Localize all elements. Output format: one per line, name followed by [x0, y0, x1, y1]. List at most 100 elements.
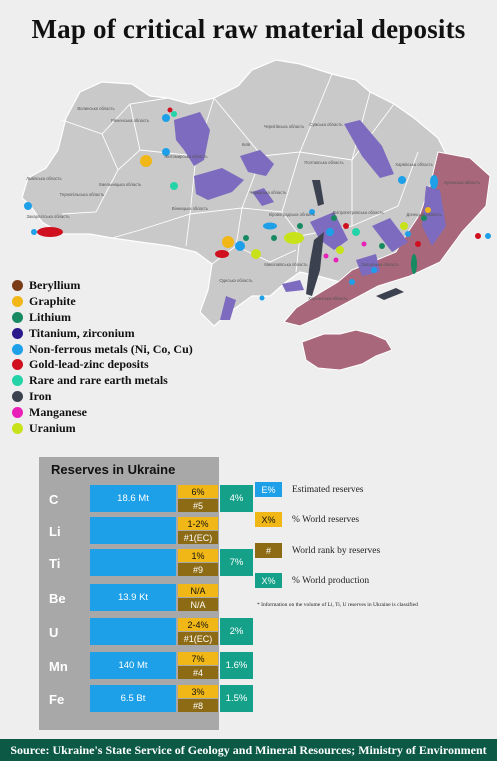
legend-item: Uranium	[12, 420, 193, 436]
oblast-label: Харківська область	[395, 162, 433, 167]
estimated-reserves: 13.9 Kt	[90, 584, 176, 611]
oblast-label: Херсонська область	[308, 296, 348, 301]
world-production-share: 1.5%	[220, 685, 253, 712]
oblast-label: Одеська область	[219, 278, 253, 283]
reserves-row-fe: Fe 6.5 Bt 3% #8 1.5%	[39, 683, 253, 719]
world-rank: N/A	[178, 598, 218, 611]
element-symbol: Li	[49, 524, 61, 539]
oblast-label: Полтавська область	[304, 160, 344, 165]
legend-swatch	[12, 406, 23, 418]
legend-swatch	[12, 280, 23, 292]
map-title: Map of critical raw material deposits	[31, 14, 466, 44]
estimated-reserves	[90, 517, 176, 544]
legend-label: Iron	[29, 388, 52, 403]
legend-item: Gold-lead-zinc deposits	[12, 357, 193, 373]
key-label: World rank by reserves	[292, 545, 381, 556]
oblast-label: Кіровоградська область	[269, 212, 316, 217]
reserves-panel: Reserves in Ukraine C 18.6 Mt 6% #5 4% L…	[39, 457, 253, 730]
legend-item: Lithium	[12, 310, 193, 326]
reserves-row-ti: Ti 1% #9 7%	[39, 547, 253, 583]
world-rank: #1(EC)	[178, 632, 218, 645]
world-production-share: 7%	[220, 549, 253, 576]
oblast-label: Чернігівська область	[264, 124, 305, 129]
legend-swatch	[12, 375, 23, 387]
world-rank: #5	[178, 499, 218, 512]
estimated-reserves: 18.6 Mt	[90, 485, 176, 512]
deposit-markers	[24, 107, 491, 301]
key-world-reserves: X% % World reserves	[255, 512, 359, 527]
reserves-row-be: Be 13.9 Kt N/A N/A	[39, 582, 219, 618]
legend-swatch	[12, 311, 23, 323]
element-symbol: Mn	[49, 659, 68, 674]
reserves-row-li: Li 1-2% #1(EC)	[39, 515, 219, 551]
element-symbol: U	[49, 625, 59, 640]
world-production-share: 1.6%	[220, 652, 253, 679]
estimated-reserves: 140 Mt	[90, 652, 176, 679]
key-swatch: E%	[255, 482, 282, 497]
element-symbol: Fe	[49, 692, 65, 707]
legend-label: Gold-lead-zinc deposits	[29, 357, 149, 372]
oblast-label: Львівська область	[26, 176, 62, 181]
legend-swatch	[12, 327, 23, 339]
world-reserves-share: 3%	[178, 685, 218, 698]
oblast-labels: Волинська область Рівненська область Жит…	[26, 106, 481, 301]
world-reserves-share: N/A	[178, 584, 218, 597]
legend-item: Manganese	[12, 404, 193, 420]
reserves-title: Reserves in Ukraine	[51, 462, 176, 477]
legend-item: Graphite	[12, 294, 193, 310]
legend-item: Iron	[12, 389, 193, 405]
oblast-label: Сумська область	[309, 122, 343, 127]
legend-item: Non-ferrous metals (Ni, Co, Cu)	[12, 341, 193, 357]
key-estimated: E% Estimated reserves	[255, 482, 364, 497]
legend-label: Titanium, zirconium	[29, 325, 135, 340]
reserves-row-mn: Mn 140 Mt 7% #4 1.6%	[39, 650, 253, 686]
world-reserves-share: 2-4%	[178, 618, 218, 631]
key-label: % World production	[292, 575, 370, 586]
key-world-production: X% % World production	[255, 573, 369, 588]
element-symbol: Be	[49, 591, 66, 606]
key-swatch: X%	[255, 512, 282, 527]
world-reserves-share: 7%	[178, 652, 218, 665]
legend-label: Lithium	[29, 309, 72, 324]
estimated-reserves: 6.5 Bt	[90, 685, 176, 712]
legend-label: Rare and rare earth metals	[29, 373, 168, 388]
oblast-label: Вінницька область	[172, 206, 209, 211]
reserves-row-c: C 18.6 Mt 6% #5 4%	[39, 483, 253, 519]
legend-swatch	[12, 296, 23, 308]
oblast-label: Луганська область	[444, 180, 481, 185]
oblast-label: Дніпропетровська область	[332, 210, 384, 215]
oblast-label: Черкаська область	[250, 190, 288, 195]
key-label: % World reserves	[292, 514, 360, 525]
world-reserves-share: 6%	[178, 485, 218, 498]
legend-swatch	[12, 422, 23, 434]
oblast-label: Запорізька область	[361, 262, 400, 267]
world-reserves-share: 1%	[178, 549, 218, 562]
legend-label: Beryllium	[29, 278, 81, 293]
map-legend: Beryllium Graphite Lithium Titanium, zir…	[12, 278, 193, 436]
source-footer: Source: Ukraine's State Service of Geolo…	[0, 739, 497, 761]
oblast-label: Житомирська область	[164, 154, 208, 159]
legend-swatch	[12, 359, 23, 371]
estimated-reserves	[90, 618, 176, 645]
oblast-label: Закарпатська область	[26, 214, 70, 219]
classified-note: * Information on the volume of Li, Ti, U…	[257, 602, 418, 608]
world-production-share: 2%	[220, 618, 253, 645]
oblast-label: Тернопільська область	[60, 192, 105, 197]
element-symbol: C	[49, 492, 59, 507]
oblast-label: Миколаївська область	[264, 262, 308, 267]
legend-item: Titanium, zirconium	[12, 325, 193, 341]
legend-item: Beryllium	[12, 278, 193, 294]
world-rank: #9	[178, 563, 218, 576]
world-rank: #1(EC)	[178, 531, 218, 544]
legend-label: Uranium	[29, 420, 76, 435]
legend-label: Non-ferrous metals (Ni, Co, Cu)	[29, 341, 193, 356]
oblast-label: Волинська область	[77, 106, 115, 111]
oblast-label: Рівненська область	[111, 118, 150, 123]
legend-swatch	[12, 390, 23, 402]
key-swatch: X%	[255, 573, 282, 588]
oblast-label: Донецька область	[406, 212, 442, 217]
ukraine-map: Волинська область Рівненська область Жит…	[21, 59, 491, 371]
element-symbol: Ti	[49, 556, 61, 571]
legend-swatch	[12, 343, 23, 355]
reserves-row-u: U 2-4% #1(EC) 2%	[39, 616, 253, 652]
